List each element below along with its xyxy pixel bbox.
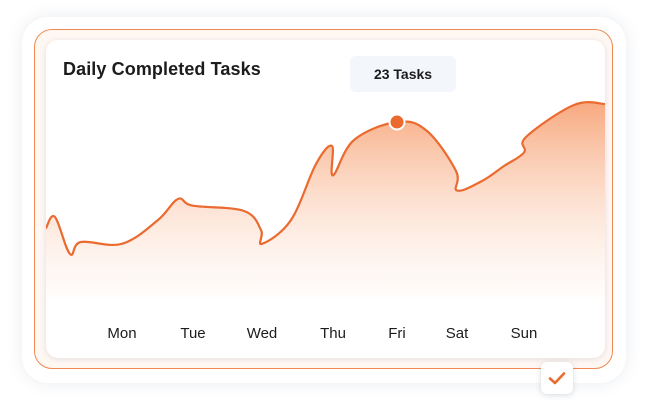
highlight-point[interactable]	[388, 113, 406, 131]
x-tick-label: Thu	[320, 325, 346, 342]
area-fill	[46, 102, 605, 298]
x-tick-label: Sun	[511, 325, 538, 342]
x-axis-ticks: Mon Tue Wed Thu Fri Sat Sun	[107, 325, 537, 342]
x-tick-label: Wed	[247, 325, 278, 342]
x-tick-label: Mon	[107, 325, 136, 342]
check-badge[interactable]	[541, 362, 573, 394]
series-line	[46, 101, 605, 256]
chart-title: Daily Completed Tasks	[63, 59, 261, 79]
check-icon	[548, 372, 566, 385]
x-tick-label: Fri	[388, 325, 406, 342]
x-tick-label: Sat	[446, 325, 469, 342]
value-tooltip: 23 Tasks	[350, 56, 456, 92]
chart-area: Mon Tue Wed Thu Fri Sat Sun	[46, 101, 605, 342]
x-tick-label: Tue	[180, 325, 205, 342]
chart-card: Mon Tue Wed Thu Fri Sat Sun Daily Completed Ta…	[46, 40, 605, 358]
